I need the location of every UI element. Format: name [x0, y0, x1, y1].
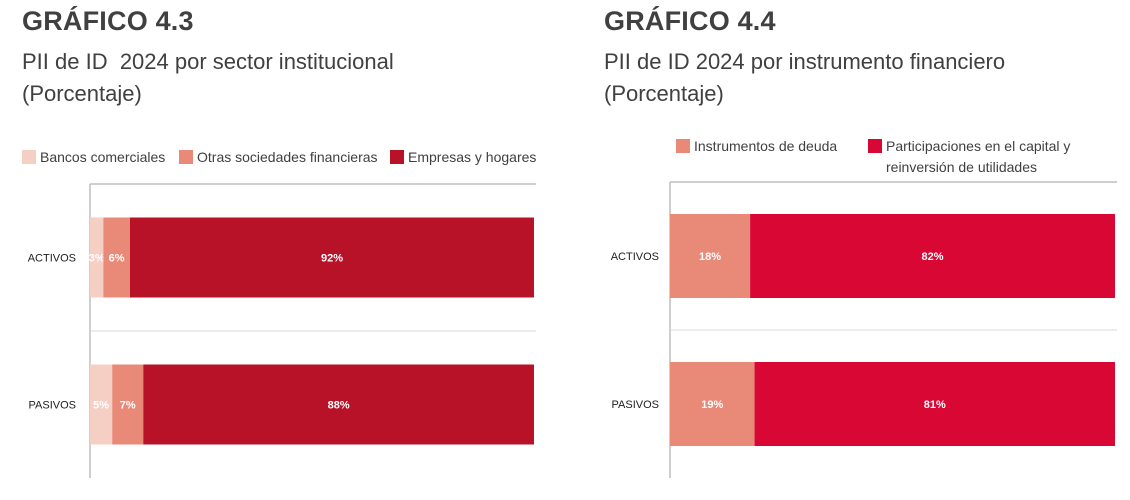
data-label: 3% — [89, 253, 105, 265]
bar-segment — [750, 214, 1115, 298]
bar-segment — [90, 217, 104, 298]
bar-segment — [129, 217, 534, 298]
legend-swatch-participaciones — [868, 139, 882, 153]
data-label: 18% — [699, 251, 721, 263]
chart-subtitle: PII de ID 2024 por instrumento financier… — [604, 46, 1005, 110]
chart-panel-4-4: GRÁFICO 4.4 PII de ID 2024 por instrumen… — [582, 0, 1130, 500]
chart-unit: (Porcentaje) — [22, 81, 142, 106]
chart-subtitle: PII de ID 2024 por sector institucional … — [22, 46, 394, 110]
data-label: 92% — [321, 253, 343, 265]
category-label: ACTIVOS — [611, 251, 659, 263]
bar-segment — [112, 364, 144, 445]
legend-swatch-empresas — [390, 150, 404, 164]
chart-subtitle-text: PII de ID 2024 por instrumento financier… — [604, 49, 1006, 74]
data-label: 88% — [328, 400, 350, 412]
chart-unit: (Porcentaje) — [604, 81, 724, 106]
data-label: 82% — [922, 251, 944, 263]
legend-label: Bancos comerciales — [40, 149, 166, 165]
legend-swatch-otras — [179, 150, 193, 164]
bar-chart-4-4: ACTIVOS 18% 82% PASIVOS 19% 81% — [611, 181, 1117, 478]
bar-segment — [670, 362, 755, 446]
bar-segment — [143, 364, 534, 445]
data-label: 6% — [109, 253, 125, 265]
legend-label: Otras sociedades financieras — [197, 149, 378, 165]
data-label: 19% — [701, 399, 723, 411]
bar-chart-4-3: ACTIVOS 3% 6% 92% PASIVOS 5% 7% 88% — [28, 183, 536, 478]
chart-subtitle-text: PII de ID 2024 por sector institucional — [22, 49, 394, 74]
category-label: PASIVOS — [612, 399, 659, 411]
data-label: 5% — [93, 400, 109, 412]
bar-segment — [670, 214, 751, 298]
legend-swatch-deuda — [676, 139, 690, 153]
legend-swatch-bancos — [22, 150, 36, 164]
legend-label: Empresas y hogares — [408, 149, 537, 165]
chart-title: GRÁFICO 4.3 — [22, 6, 194, 36]
bar-segment — [103, 217, 130, 298]
bar-segment — [754, 362, 1115, 446]
legend-label: Participaciones en el capital y reinvers… — [886, 138, 1071, 175]
data-label: 7% — [120, 400, 136, 412]
chart-panel-4-3: GRÁFICO 4.3 PII de ID 2024 por sector in… — [0, 0, 560, 500]
legend-label: Instrumentos de deuda — [694, 138, 838, 154]
category-label: ACTIVOS — [28, 253, 76, 265]
bar-segment — [90, 364, 113, 445]
category-label: PASIVOS — [29, 400, 76, 412]
data-label: 81% — [924, 399, 946, 411]
chart-title: GRÁFICO 4.4 — [604, 6, 776, 36]
